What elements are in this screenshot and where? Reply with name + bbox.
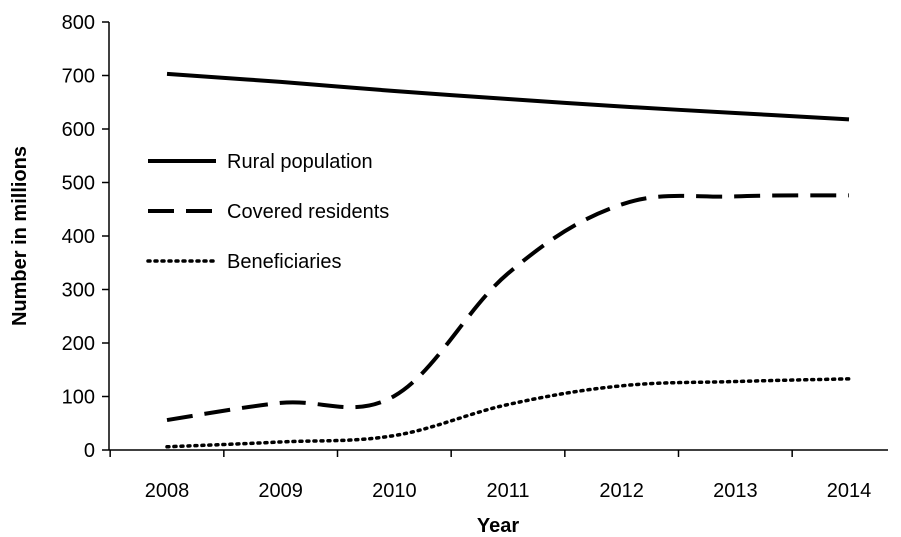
x-ticks: 2008 2009 2010 2011 2012 2013 2014	[109, 450, 872, 502]
y-tick-label: 600	[62, 119, 95, 141]
series-line-beneficiaries	[165, 377, 851, 449]
y-tick-label: 700	[62, 66, 95, 88]
x-tick-label: 2009	[258, 480, 303, 502]
x-tick-label: 2010	[372, 480, 417, 502]
axes	[108, 22, 888, 451]
y-axis-title: Number in millions	[9, 146, 31, 326]
y-tick-label: 500	[62, 173, 95, 195]
y-ticks: 0 100 200 300 400 500 600 700 800	[62, 12, 109, 462]
x-tick-label: 2008	[145, 480, 190, 502]
y-tick-label: 200	[62, 333, 95, 355]
legend-label: Beneficiaries	[227, 251, 342, 273]
legend-label: Covered residents	[227, 201, 389, 223]
x-axis-title: Year	[477, 515, 519, 537]
x-tick-label: 2014	[827, 480, 872, 502]
series-line-rural-population	[166, 71, 850, 122]
series-line-covered-residents	[166, 193, 850, 423]
y-tick-label: 0	[84, 440, 95, 462]
legend: Rural population Covered residents Benefic…	[146, 151, 389, 273]
y-tick-label: 800	[62, 12, 95, 34]
y-tick-label: 400	[62, 226, 95, 248]
x-tick-label: 2013	[713, 480, 758, 502]
x-tick-label: 2012	[599, 480, 644, 502]
x-tick-label: 2011	[486, 480, 529, 502]
legend-label: Rural population	[227, 151, 373, 173]
series-lines	[165, 71, 851, 449]
y-tick-label: 100	[62, 387, 95, 409]
y-tick-label: 300	[62, 280, 95, 302]
